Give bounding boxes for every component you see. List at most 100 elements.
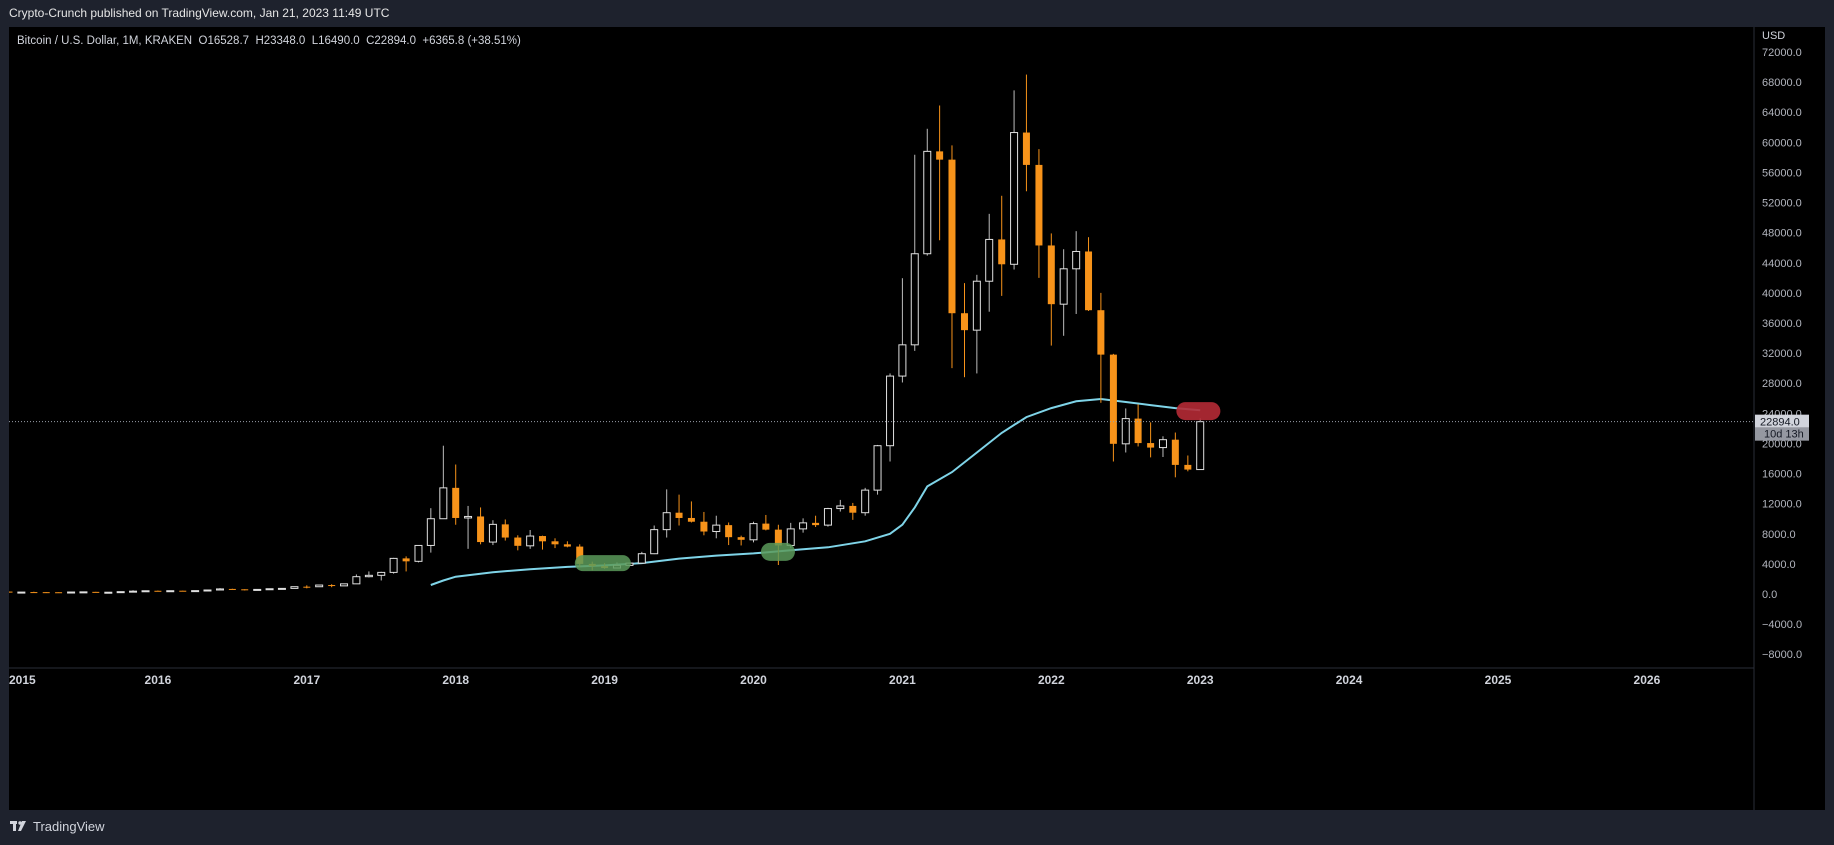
candle — [998, 195, 1006, 296]
highlight-layer — [574, 402, 1221, 572]
candle-body — [936, 151, 944, 160]
candle-body — [1196, 421, 1205, 471]
candle-body — [439, 487, 448, 520]
candle-body — [464, 515, 473, 519]
candle-body — [501, 524, 509, 538]
candle-body — [352, 576, 361, 585]
candle — [1097, 292, 1105, 403]
candle — [923, 128, 932, 256]
candle-body — [873, 445, 882, 491]
candle-body — [290, 586, 299, 589]
candle — [526, 530, 535, 549]
ma-layer — [430, 397, 1201, 586]
change-value: +6365.8 (+38.51%) — [422, 35, 521, 47]
candle-body — [774, 529, 782, 546]
candle-body — [948, 159, 956, 314]
support-highlight-2020 — [760, 542, 795, 561]
candle-body — [1022, 132, 1030, 165]
candle-body — [1109, 354, 1117, 444]
candle — [303, 585, 311, 589]
candle — [92, 591, 100, 593]
candle-body — [104, 591, 113, 594]
candle-body — [1072, 250, 1081, 270]
y-tick-label: 60000.0 — [1762, 137, 1802, 149]
tradingview-logo[interactable]: TradingView — [10, 819, 105, 834]
candle-body — [340, 583, 349, 587]
symbol-name: Bitcoin / U.S. Dollar, 1M, KRAKEN — [17, 35, 193, 47]
candle — [737, 535, 745, 546]
candle — [712, 515, 721, 539]
candle-body — [786, 528, 795, 546]
candle — [166, 590, 175, 593]
x-tick-label: 2024 — [1336, 673, 1363, 687]
candle-body — [823, 508, 832, 526]
candle-body — [687, 517, 695, 522]
candle — [328, 584, 336, 588]
candle-body — [179, 590, 187, 592]
candle — [488, 520, 497, 546]
x-tick-label: 2018 — [442, 673, 469, 687]
candle-body — [426, 518, 435, 546]
candle-body — [55, 592, 63, 594]
support-highlight-2019 — [574, 555, 631, 572]
last-price-label: 22894.0 — [1760, 417, 1800, 429]
candle-body — [265, 588, 274, 591]
candle — [1158, 436, 1167, 457]
candle — [141, 590, 150, 593]
candle-body — [241, 589, 249, 591]
y-tick-label: 0.0 — [1762, 589, 1777, 601]
y-tick-label: 72000.0 — [1762, 47, 1802, 59]
candle-body — [1121, 418, 1130, 445]
candle — [936, 105, 944, 241]
y-tick-label: 64000.0 — [1762, 107, 1802, 119]
candle — [1010, 90, 1019, 270]
candle — [700, 511, 708, 536]
candle — [203, 589, 212, 592]
candle — [1035, 149, 1043, 278]
chart-canvas[interactable]: USD 72000.0 68000.0 64000.0 60000.0 56000.0 52… — [5, 27, 1825, 810]
candle-body — [30, 592, 38, 594]
candle-body — [700, 521, 708, 532]
candle — [960, 283, 968, 378]
candle — [154, 590, 162, 592]
footer-bar — [0, 810, 1834, 845]
candle-body — [303, 586, 311, 588]
candle-body — [514, 537, 522, 546]
countdown-label: 10d 13h — [1764, 429, 1804, 441]
chart-area[interactable]: USD 72000.0 68000.0 64000.0 60000.0 56000.0 52… — [5, 27, 1825, 810]
candle-body — [576, 546, 584, 564]
candle — [426, 508, 435, 553]
candle-body — [42, 592, 50, 594]
candle — [823, 507, 832, 527]
candle — [253, 588, 262, 591]
x-tick-label: 2026 — [1634, 673, 1661, 687]
tradingview-brand: TradingView — [33, 819, 105, 834]
candle — [377, 571, 386, 581]
candle-body — [129, 590, 138, 593]
candle-body — [563, 544, 571, 547]
candle-body — [886, 375, 895, 447]
candle — [1171, 432, 1179, 478]
candle — [104, 591, 113, 594]
candle-body — [277, 587, 286, 590]
candle-body — [116, 591, 125, 594]
candle-body — [985, 238, 994, 282]
candle — [215, 588, 224, 591]
candle-body — [898, 344, 907, 377]
y-tick-label: 8000.0 — [1762, 529, 1796, 541]
candle — [352, 574, 361, 585]
candle-body — [637, 553, 646, 564]
candle — [910, 154, 919, 351]
candle-body — [477, 516, 485, 543]
candle-body — [141, 590, 150, 593]
x-tick-label: 2020 — [740, 673, 767, 687]
candle — [79, 591, 88, 594]
candle-body — [488, 523, 497, 543]
candle — [42, 592, 50, 594]
x-tick-label: 2023 — [1187, 673, 1214, 687]
candle-body — [166, 590, 175, 593]
candle-body — [315, 584, 324, 588]
x-tick-label: 2025 — [1485, 673, 1512, 687]
candle — [439, 445, 448, 520]
candle — [277, 587, 286, 590]
